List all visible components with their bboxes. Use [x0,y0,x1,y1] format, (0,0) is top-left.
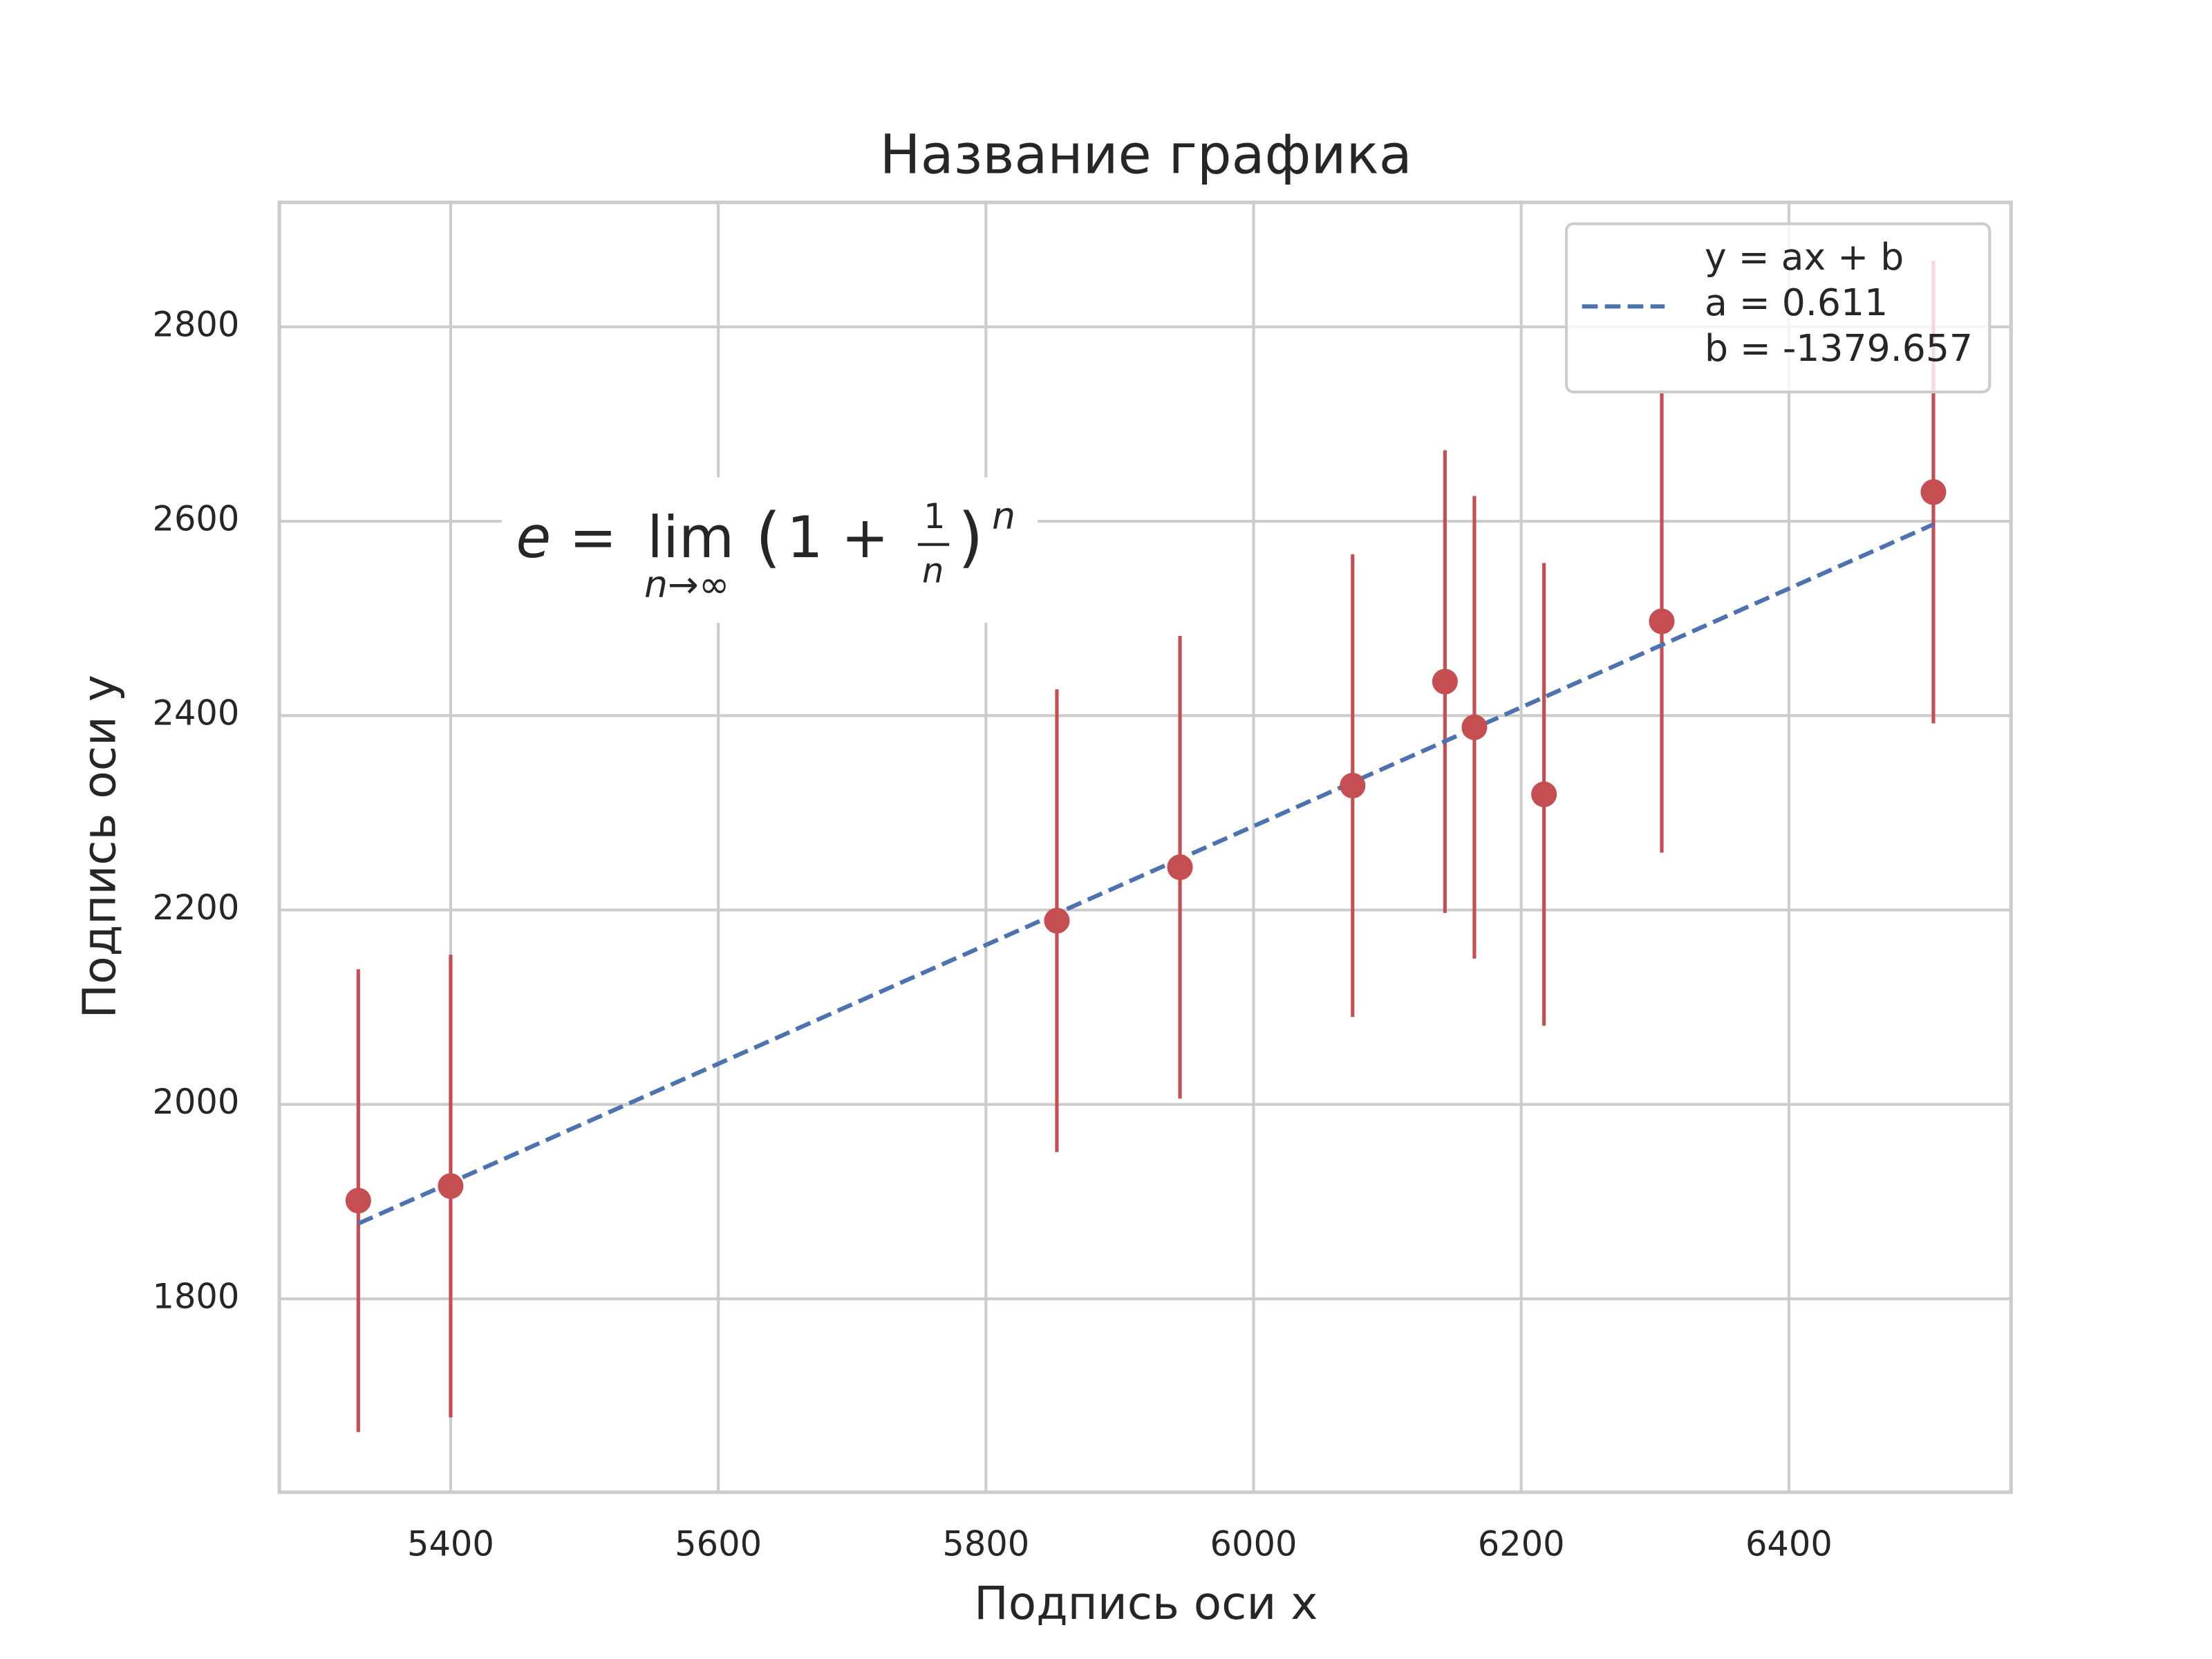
data-point [1340,772,1366,799]
annotation-exp: n [992,494,1015,538]
x-tick-label: 5800 [942,1524,1029,1564]
y-axis-label: Подпись оси y [73,675,126,1018]
x-tick-label: 6200 [1478,1524,1565,1564]
x-tick-label: 5600 [675,1524,762,1564]
x-tick-label: 5400 [407,1524,494,1564]
x-tick-label: 6000 [1210,1524,1297,1564]
annotation-body: 1 + [787,505,889,571]
y-tick-label: 2000 [152,1082,239,1122]
annotation-num: 1 [924,496,945,536]
annotation-paren: ) [958,499,984,575]
fit-line [357,522,1935,1226]
x-tick-label: 6400 [1745,1524,1833,1564]
y-tick-label: 2600 [152,499,239,539]
x-axis-label: Подпись оси x [974,1577,1318,1630]
legend-label: a = 0.611 [1705,281,1888,324]
legend-box [1564,222,1991,394]
data-point [1531,781,1557,807]
chart-title: Название графика [880,123,1412,186]
data-point [1167,854,1193,881]
annotation-sub: n→∞ [644,563,730,606]
y-tick-label: 1800 [152,1276,239,1316]
data-point [1044,908,1070,934]
annotation-paren: ( [756,499,781,575]
legend-label: b = -1379.657 [1705,326,1973,370]
data-point [1920,479,1947,505]
axes-frame [277,200,2013,1494]
y-tick-label: 2800 [152,304,239,344]
data-point [1432,668,1458,695]
annotation-lhs: e = [516,505,617,571]
data-point [345,1188,371,1214]
y-tick-label: 2400 [152,693,239,733]
annotation-den: n [922,550,944,590]
data-point [1461,714,1488,740]
legend-label: y = ax + b [1705,235,1904,279]
data-point [1649,608,1675,635]
data-point [438,1173,464,1199]
annotation-box [501,477,1038,624]
y-tick-label: 2200 [152,888,239,928]
annotation-lim: lim [647,505,734,571]
